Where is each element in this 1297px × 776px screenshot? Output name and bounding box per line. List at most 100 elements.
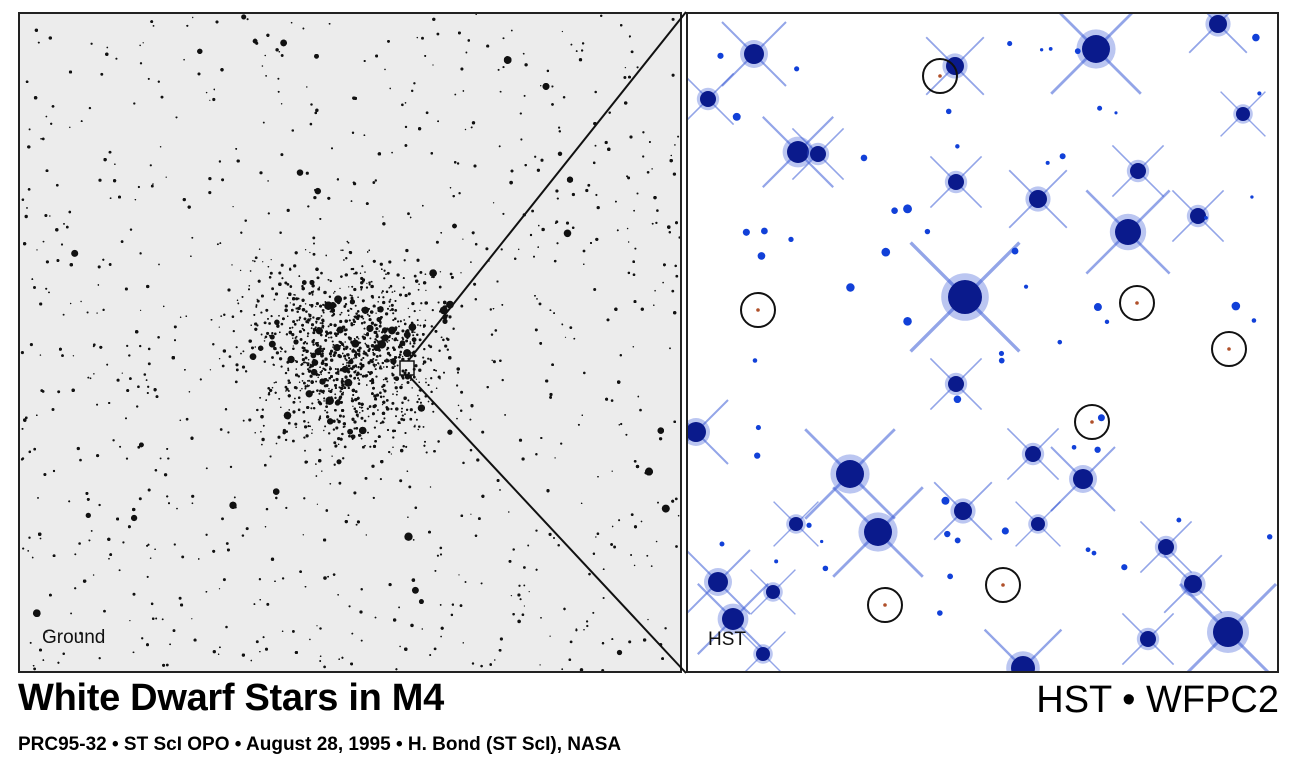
- ground-star: [593, 288, 597, 291]
- ground-star: [334, 409, 337, 412]
- ground-star: [393, 429, 397, 433]
- ground-star: [372, 386, 375, 390]
- ground-star: [332, 346, 334, 348]
- ground-star: [319, 366, 321, 368]
- ground-star: [333, 351, 337, 355]
- ground-star: [442, 314, 448, 320]
- ground-star: [327, 418, 334, 425]
- ground-star: [321, 470, 323, 472]
- ground-star: [154, 469, 158, 472]
- ground-star: [538, 302, 542, 306]
- ground-star: [435, 369, 437, 372]
- ground-star: [383, 277, 386, 280]
- ground-star: [120, 240, 124, 243]
- ground-star: [29, 641, 32, 644]
- ground-star: [389, 87, 391, 90]
- ground-star: [611, 525, 614, 528]
- ground-star: [408, 315, 411, 318]
- ground-star: [142, 42, 144, 44]
- ground-star: [316, 625, 318, 627]
- ground-star: [348, 250, 352, 254]
- ground-star: [379, 478, 382, 481]
- ground-star: [353, 427, 356, 430]
- ground-star: [205, 533, 208, 536]
- ground-star: [246, 18, 249, 21]
- ground-star: [431, 276, 433, 278]
- ground-star: [318, 448, 322, 452]
- ground-star: [407, 307, 409, 310]
- ground-star: [422, 281, 427, 285]
- ground-star: [633, 564, 636, 567]
- ground-star: [434, 570, 437, 572]
- ground-star: [323, 429, 325, 432]
- ground-star: [560, 442, 563, 445]
- ground-star: [108, 150, 112, 154]
- ground-star: [235, 363, 239, 367]
- ground-star: [261, 408, 264, 411]
- ground-star: [539, 342, 543, 345]
- ground-star: [379, 365, 382, 368]
- ground-star: [401, 401, 404, 404]
- ground-star: [199, 378, 202, 381]
- ground-star: [658, 437, 663, 441]
- ground-star: [305, 390, 313, 398]
- ground-star: [261, 437, 265, 442]
- ground-star: [510, 169, 514, 173]
- ground-star: [647, 618, 649, 621]
- ground-star: [369, 371, 373, 375]
- ground-star: [103, 157, 107, 162]
- ground-star: [381, 361, 384, 365]
- ground-star: [234, 380, 238, 384]
- ground-star: [422, 204, 424, 207]
- ground-star: [267, 386, 271, 390]
- ground-star: [388, 353, 392, 357]
- ground-star: [410, 623, 414, 628]
- ground-star: [311, 432, 313, 434]
- ground-star: [358, 379, 360, 381]
- ground-star: [285, 506, 288, 509]
- ground-star: [332, 313, 336, 316]
- ground-star: [575, 628, 578, 630]
- ground-star: [96, 403, 99, 406]
- ground-star: [433, 368, 436, 372]
- ground-star: [274, 580, 276, 582]
- ground-star: [336, 459, 342, 465]
- hst-star: [998, 350, 1005, 356]
- ground-star: [371, 296, 375, 299]
- ground-star: [537, 246, 539, 248]
- ground-star: [385, 327, 389, 331]
- ground-star: [628, 640, 632, 644]
- ground-star: [409, 342, 412, 345]
- ground-star: [328, 295, 332, 298]
- ground-star: [283, 411, 292, 420]
- ground-star: [376, 359, 378, 361]
- ground-star: [392, 436, 395, 439]
- ground-star: [413, 310, 416, 313]
- ground-star: [372, 181, 376, 184]
- ground-star: [315, 342, 319, 346]
- ground-star: [65, 225, 69, 229]
- ground-star: [268, 391, 271, 394]
- ground-star: [124, 287, 128, 291]
- ground-star: [634, 247, 637, 250]
- ground-star: [438, 285, 442, 289]
- ground-star: [293, 323, 297, 326]
- ground-star: [431, 402, 434, 406]
- ground-star: [221, 517, 224, 521]
- ground-star: [39, 648, 42, 652]
- ground-star: [340, 381, 344, 385]
- ground-star: [345, 257, 348, 260]
- ground-star: [400, 410, 403, 413]
- ground-star: [86, 311, 89, 314]
- ground-star: [359, 342, 362, 344]
- ground-star: [147, 488, 151, 492]
- ground-star: [267, 318, 269, 320]
- ground-star: [127, 525, 131, 529]
- ground-star: [163, 473, 168, 477]
- ground-star: [45, 115, 48, 118]
- ground-star: [88, 106, 92, 110]
- ground-star: [324, 301, 327, 303]
- ground-star: [327, 372, 330, 374]
- ground-star: [318, 347, 322, 351]
- ground-star: [323, 576, 327, 580]
